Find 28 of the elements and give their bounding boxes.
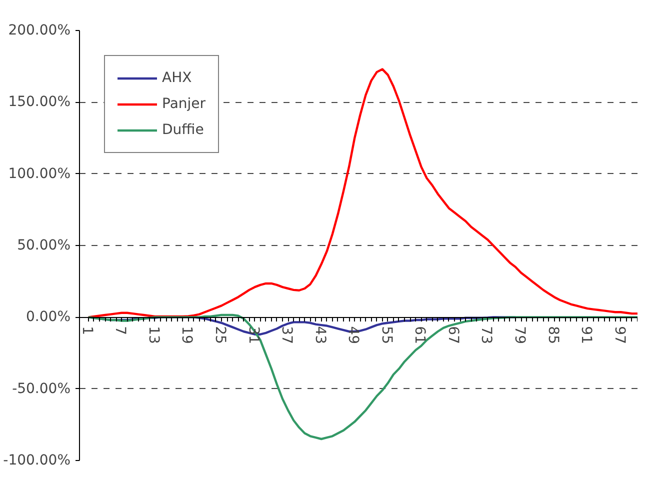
x-tick-label: 1 [78,326,95,336]
x-tick-label: 7 [112,326,128,336]
x-tick-label: 79 [512,326,528,344]
legend-label: Duffie [162,122,204,138]
x-tick-label: 19 [178,326,195,344]
x-tick-label: 31 [245,326,262,344]
x-tick-label: 43 [312,326,328,344]
y-tick-label: 150.00% [8,94,71,110]
x-tick-label: 67 [444,326,461,344]
x-tick-label: 25 [212,326,228,344]
y-tick-label: 100.00% [8,166,71,182]
x-tick-label: 85 [544,326,561,344]
x-tick-label: 61 [412,326,428,344]
x-tick-label: 97 [611,326,628,344]
y-tick-label: -50.00% [12,380,71,397]
y-tick-label: 0.00% [26,309,71,326]
x-tick-label: 13 [145,326,162,344]
x-tick-label: 37 [278,326,295,344]
y-tick-label: 200.00% [8,22,71,38]
x-tick-label: 73 [478,326,494,344]
x-tick-label: 55 [378,326,394,344]
x-tick-label: 49 [345,326,362,344]
x-tick-label: 91 [578,326,594,344]
y-tick-label: -100.00% [3,452,71,468]
legend-label: Panjer [162,96,206,112]
legend-label: AHX [162,70,192,86]
y-tick-label: 50.00% [17,238,71,254]
line-series [87,68,638,318]
